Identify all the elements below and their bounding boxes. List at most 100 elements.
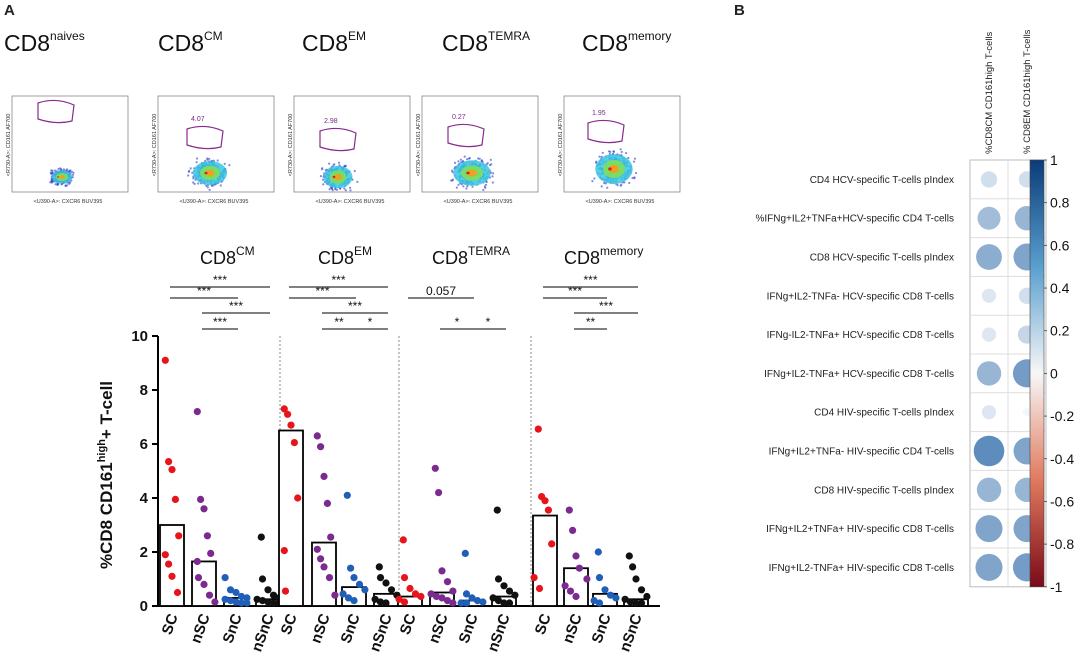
- y-tick-label: 4: [140, 490, 149, 507]
- heatmap-row-label: %IFNg+IL2+TNFa+HCV-specific CD4 T-cells: [756, 214, 955, 225]
- facs-event: [627, 156, 630, 160]
- significance-label: *: [455, 315, 460, 329]
- significance-label: ***: [583, 273, 597, 287]
- x-tick-label: SC: [159, 611, 182, 637]
- colorbar-tick-label: 0.8: [1050, 195, 1070, 211]
- facs-event: [600, 185, 603, 188]
- data-point: [432, 592, 441, 601]
- data-point: [232, 598, 240, 606]
- colorbar-tick-label: -1: [1050, 579, 1063, 595]
- facs-xlabel: <U390-A>: CXCR6 BUV395: [34, 199, 103, 205]
- facs-event: [343, 187, 346, 190]
- facs-ylabel: <R730-A>: CD161 AF700: [558, 114, 564, 177]
- data-point: [626, 598, 635, 606]
- data-point: [461, 549, 469, 558]
- heatmap-cell: [975, 515, 1003, 543]
- data-point: [171, 495, 179, 503]
- colorbar-tick-label: 0.2: [1050, 323, 1070, 339]
- data-point: [243, 594, 251, 602]
- facs-gate-value: 0.27: [452, 114, 466, 121]
- facs-event: [462, 185, 465, 188]
- group-title-em: CD8EM: [318, 244, 372, 269]
- y-tick-label: 6: [140, 436, 148, 453]
- data-point: [165, 458, 173, 466]
- data-point: [395, 595, 403, 603]
- facs-event: [488, 164, 492, 167]
- facs-title-em: CD8EM: [302, 29, 367, 57]
- facs-event: [466, 185, 469, 188]
- y-label-sup: high: [96, 439, 108, 462]
- facs-event: [70, 170, 73, 173]
- facs-title-sup: EM: [348, 29, 367, 44]
- y-tick-label: 10: [131, 328, 148, 345]
- facs-event: [631, 176, 634, 180]
- facs-event: [457, 160, 460, 163]
- data-point: [376, 598, 385, 606]
- facs-event: [353, 169, 356, 173]
- data-point: [400, 574, 409, 582]
- facs-event: [598, 155, 601, 158]
- data-point: [232, 588, 240, 597]
- facs-plot: 7.5e-3 <U390-A>: CXCR6 BUV395 <R730-A>: CD…: [6, 95, 129, 205]
- facs-event: [349, 189, 352, 192]
- facs-density-core: [608, 167, 612, 171]
- data-point: [371, 595, 379, 603]
- facs-event: [192, 181, 195, 184]
- data-point: [325, 574, 334, 582]
- facs-xlabel: <U390-A>: CXCR6 BUV395: [316, 199, 385, 205]
- facs-event: [471, 185, 474, 188]
- facs-event: [228, 164, 231, 167]
- facs-plot: 1.95 <U390-A>: CXCR6 BUV395 <R730-A>: CD16…: [558, 95, 681, 205]
- facs-event: [601, 151, 604, 154]
- facs-event: [591, 180, 594, 183]
- facs-gate-value: 7.5e-3: [42, 95, 62, 97]
- x-tick-label: SC: [532, 611, 555, 637]
- colorbar-tick-label: -0.6: [1050, 493, 1074, 509]
- facs-xlabel: <U390-A>: CXCR6 BUV395: [444, 199, 513, 205]
- data-point: [221, 595, 229, 603]
- facs-event: [466, 158, 469, 161]
- group-title-sup: memory: [600, 244, 644, 258]
- heatmap-cell: [981, 327, 997, 342]
- facs-event: [633, 177, 636, 180]
- data-point: [625, 552, 633, 560]
- y-label-tail: + T-cell: [97, 381, 116, 439]
- median-bar: [278, 429, 304, 607]
- data-point: [479, 598, 487, 606]
- data-point: [237, 592, 246, 601]
- facs-event: [628, 181, 631, 185]
- data-point: [534, 425, 542, 433]
- data-point: [511, 591, 519, 599]
- y-tick-label: 0: [140, 598, 148, 615]
- facs-density-core: [332, 175, 336, 179]
- correlation-heatmap: %CD8CM CD161high T-cells % CD8EM CD161hig…: [756, 29, 1075, 595]
- data-point: [612, 594, 620, 602]
- data-point: [200, 580, 208, 589]
- x-tick-label: SC: [278, 611, 301, 637]
- data-point: [500, 582, 508, 590]
- facs-event: [635, 171, 638, 175]
- heatmap-row-label: IFNg+IL2+TNFa- HIV-specific CD4 T-cells: [769, 447, 954, 458]
- group-title-temra: CD8TEMRA: [432, 244, 510, 269]
- facs-title-text: CD8: [4, 30, 51, 56]
- colorbar-tick-label: 0.6: [1050, 237, 1070, 253]
- facs-title-temra: CD8TEMRA: [442, 29, 530, 57]
- heatmap-cell: [1022, 408, 1032, 417]
- colorbar: [1029, 159, 1045, 588]
- data-point: [637, 586, 646, 594]
- heatmap-cell: [975, 553, 1003, 581]
- facs-event: [619, 148, 622, 151]
- facs-event: [457, 183, 460, 186]
- group-title-text: CD8: [200, 248, 237, 268]
- data-point: [269, 599, 278, 607]
- significance-label: ***: [213, 273, 227, 287]
- data-point: [643, 592, 651, 601]
- facs-plot: 2.98 <U390-A>: CXCR6 BUV395 <R730-A>: CD16…: [288, 95, 411, 205]
- facs-event: [208, 188, 211, 191]
- facs-event: [54, 169, 57, 172]
- data-point: [193, 557, 201, 566]
- data-point: [313, 432, 321, 440]
- data-point: [595, 574, 604, 582]
- data-point: [443, 597, 452, 605]
